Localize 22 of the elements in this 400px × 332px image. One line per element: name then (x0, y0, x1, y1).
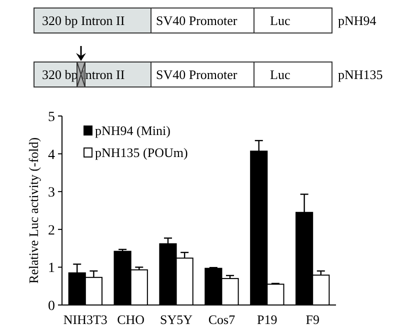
x-tick-label: Cos7 (208, 312, 236, 327)
y-tick-label: 0 (48, 299, 55, 314)
text: SV40 Promoter (156, 13, 238, 28)
x-tick-label: NIH3T3 (63, 312, 108, 327)
y-tick-label: 2 (48, 223, 55, 238)
y-tick-label: 3 (48, 186, 55, 201)
y-axis-title: Relative Luc activity (-fold) (26, 137, 41, 284)
x-tick-label: F9 (306, 312, 320, 327)
x-tick-label: CHO (117, 312, 145, 327)
y-tick-label: 5 (48, 110, 55, 125)
text: SV40 Promoter (156, 67, 238, 82)
text: pNH135 (338, 67, 383, 82)
legend-label: pNH94 (Mini) (95, 123, 170, 138)
x-tick-label: SY5Y (160, 312, 194, 327)
text: pNH94 (338, 13, 377, 28)
legend-label: pNH135 (POUm) (95, 145, 188, 160)
text: 320 bp Intron II (42, 13, 125, 28)
text: Luc (270, 67, 290, 82)
y-tick-label: 1 (48, 261, 55, 276)
x-tick-label: P19 (257, 312, 278, 327)
text: Luc (270, 13, 290, 28)
y-tick-label: 4 (48, 148, 55, 163)
